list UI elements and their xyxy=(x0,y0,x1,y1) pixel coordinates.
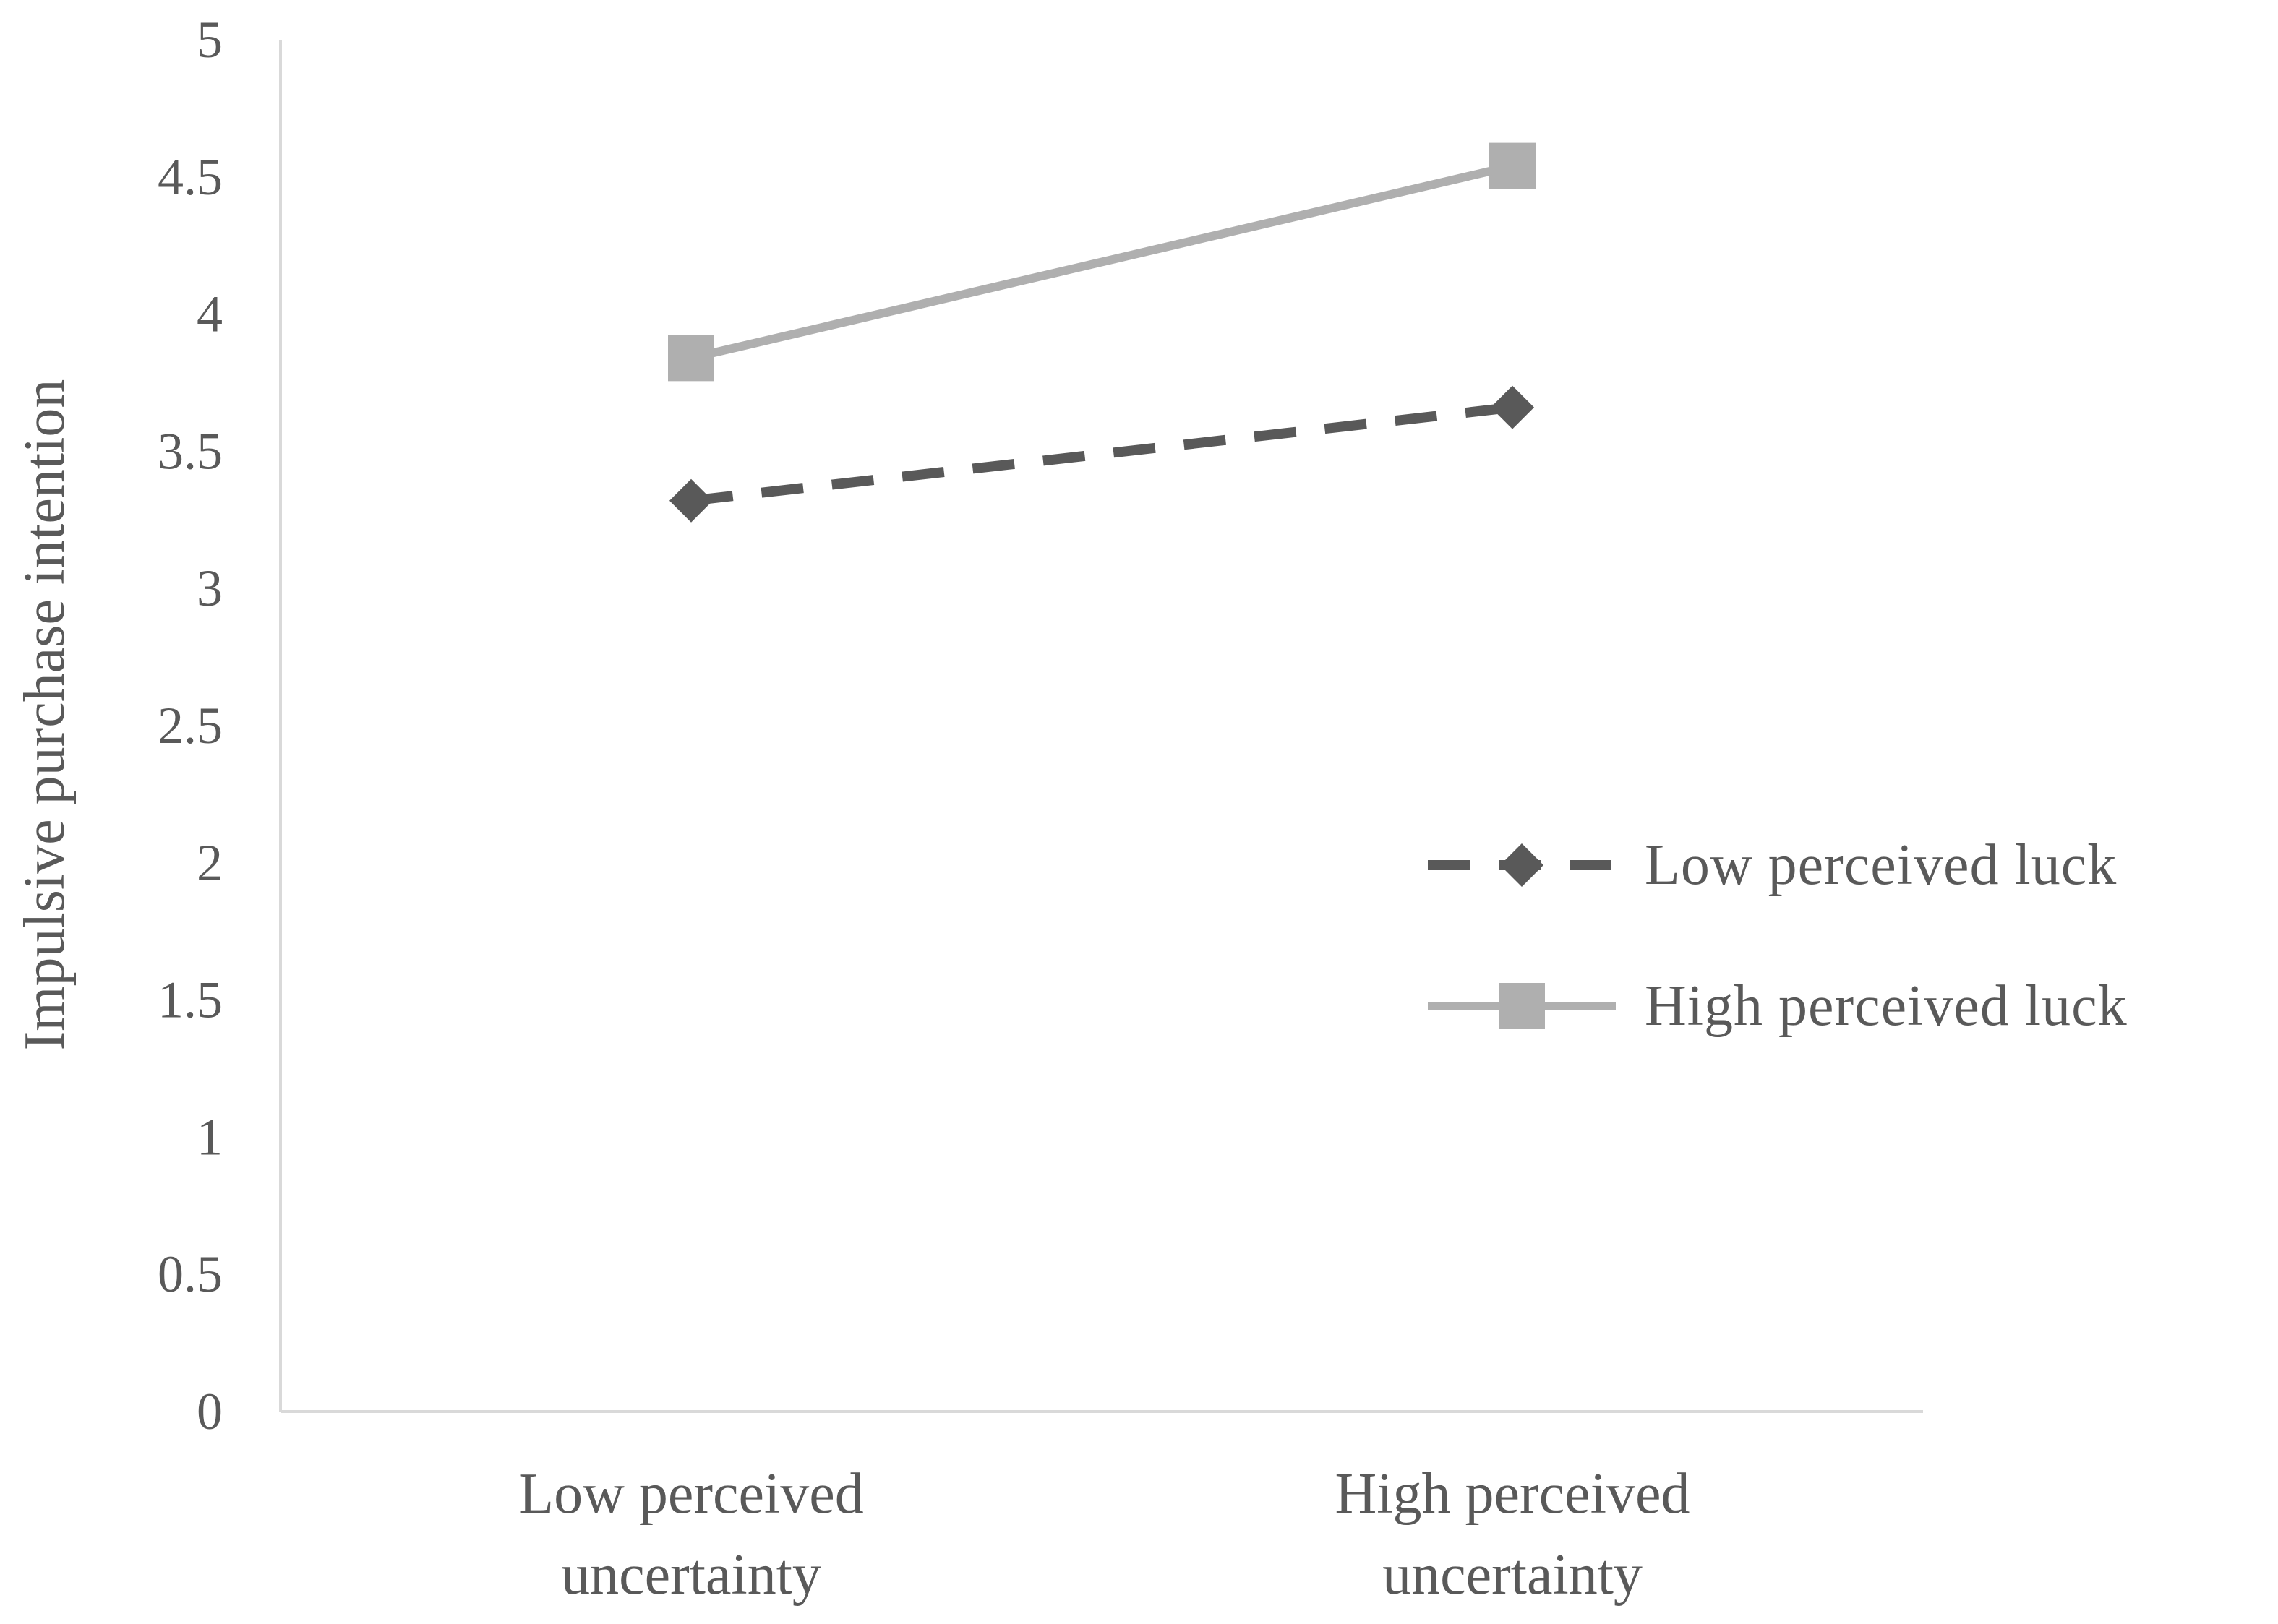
y-tick-label: 0 xyxy=(197,1383,223,1440)
legend-marker-swatch xyxy=(1500,843,1543,887)
series-line xyxy=(690,402,1513,506)
y-tick-label: 0.5 xyxy=(158,1245,223,1303)
data-point xyxy=(669,478,713,523)
y-tick-label: 5 xyxy=(197,11,223,69)
x-category-label: uncertainty xyxy=(1382,1543,1643,1607)
y-tick-labels: 0 0.5 1 1.5 2 2.5 3 3.5 4 4.5 5 xyxy=(158,11,223,1440)
y-tick-label: 4 xyxy=(197,285,223,343)
series-2 xyxy=(668,142,1536,382)
y-tick-label: 4.5 xyxy=(158,148,223,206)
y-tick-label: 2.5 xyxy=(158,697,223,755)
y-tick-label: 1.5 xyxy=(158,971,223,1029)
legend-label: Low perceived luck xyxy=(1645,833,2117,897)
series-1 xyxy=(669,385,1534,523)
data-point xyxy=(668,335,714,382)
y-tick-label: 2 xyxy=(197,834,223,892)
x-category-labels: Low perceived uncertainty High perceived un… xyxy=(518,1462,1690,1607)
y-tick-label: 1 xyxy=(197,1108,223,1166)
x-category-label: High perceived xyxy=(1335,1462,1690,1526)
y-axis-title: Impulsive purchase intention xyxy=(13,379,77,1051)
y-tick-label: 3.5 xyxy=(158,422,223,480)
legend-item: High perceived luck xyxy=(1428,974,2128,1038)
y-tick-label: 3 xyxy=(197,559,223,617)
legend: Low perceived luck High perceived luck xyxy=(1428,833,2128,1038)
axes xyxy=(279,40,1923,1413)
legend-item: Low perceived luck xyxy=(1428,833,2117,897)
data-point xyxy=(1489,142,1536,189)
x-category-label: Low perceived xyxy=(518,1462,864,1526)
legend-marker-swatch xyxy=(1499,983,1545,1029)
data-point xyxy=(1491,385,1534,429)
legend-label: High perceived luck xyxy=(1645,974,2128,1038)
series-line xyxy=(690,161,1514,363)
x-category-label: uncertainty xyxy=(561,1543,821,1607)
series-group xyxy=(668,142,1536,523)
